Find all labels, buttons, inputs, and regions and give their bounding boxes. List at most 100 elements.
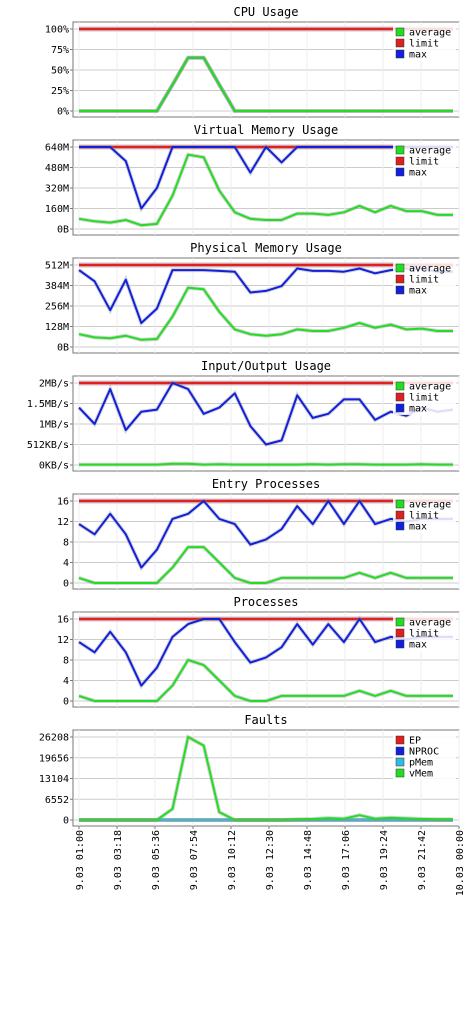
legend-swatch-average <box>395 27 405 37</box>
y-tick-label: 640M <box>45 143 69 154</box>
y-tick-label: 0KB/s <box>39 461 69 472</box>
legend-swatch-average <box>395 617 405 627</box>
legend-swatch-limit <box>395 628 405 638</box>
legend-swatch-limit <box>395 38 405 48</box>
chart-title: Virtual Memory Usage <box>194 123 339 137</box>
y-tick-label: 320M <box>45 184 69 195</box>
series-line-average <box>78 659 453 702</box>
legend-label: max <box>409 522 427 533</box>
x-tick-label: 9.03 21:42 <box>417 830 428 890</box>
y-tick-label: 16 <box>57 615 69 626</box>
legend-label: max <box>409 50 427 61</box>
series-line-max <box>78 618 453 687</box>
legend-label: limit <box>409 511 439 522</box>
legend-swatch-limit <box>395 510 405 520</box>
y-tick-label: 0B <box>57 225 69 236</box>
series-line-vmem <box>79 736 453 821</box>
y-tick-label: 1MB/s <box>39 420 69 431</box>
y-tick-label: 12 <box>57 517 69 528</box>
x-tick-label: 9.03 14:48 <box>303 830 314 890</box>
y-tick-label: 12 <box>57 635 69 646</box>
y-tick-label: 0 <box>63 697 69 708</box>
y-tick-label: 512M <box>45 261 69 272</box>
series-line-average <box>78 286 453 341</box>
y-tick-label: 75% <box>51 45 69 56</box>
legend-swatch-vmem <box>395 768 405 778</box>
x-tick-label: 9.03 03:18 <box>113 830 124 890</box>
y-tick-label: 19656 <box>39 753 69 764</box>
y-tick-label: 0 <box>63 816 69 827</box>
legend-label: average <box>409 28 451 39</box>
x-tick-label: 9.03 10:12 <box>227 830 238 890</box>
x-tick-label: 9.03 12:30 <box>265 830 276 890</box>
y-tick-label: 8 <box>63 538 69 549</box>
series-line-max <box>78 267 453 324</box>
chart-title: Faults <box>244 713 287 727</box>
legend-swatch-max <box>395 403 405 413</box>
legend-swatch-ep <box>395 735 405 745</box>
chart-4: Input/Output Usage 2MB/s 1.5MB/s 1MB/s 512KB… <box>27 359 460 472</box>
series-line-average <box>78 546 453 584</box>
x-tick-label: 9.03 17:06 <box>341 830 352 890</box>
y-tick-label: 0B <box>57 343 69 354</box>
y-tick-label: 128M <box>45 322 69 333</box>
legend-label: average <box>409 146 451 157</box>
y-tick-label: 160M <box>45 204 69 215</box>
chart-title: Physical Memory Usage <box>190 241 342 255</box>
x-tick-label: 9.03 05:36 <box>151 830 162 890</box>
series-line-max <box>78 500 453 569</box>
y-tick-label: 100% <box>45 25 69 36</box>
y-tick-label: 1.5MB/s <box>27 399 69 410</box>
y-tick-label: 13104 <box>39 774 69 785</box>
legend-label: average <box>409 618 451 629</box>
legend-swatch-average <box>395 145 405 155</box>
y-tick-label: 25% <box>51 86 69 97</box>
y-tick-label: 26208 <box>39 733 69 744</box>
chart-title: Processes <box>233 595 298 609</box>
legend-label: EP <box>409 736 421 747</box>
legend-label: pMem <box>409 758 433 769</box>
legend-label: max <box>409 168 427 179</box>
chart-title: CPU Usage <box>233 5 298 19</box>
legend-swatch-max <box>395 521 405 531</box>
y-tick-label: 2MB/s <box>39 379 69 390</box>
legend-label: average <box>409 500 451 511</box>
chart-title: Input/Output Usage <box>201 359 331 373</box>
x-tick-label: 9.03 01:00 <box>75 830 86 890</box>
series-line-max <box>78 382 454 446</box>
y-tick-label: 8 <box>63 656 69 667</box>
chart-3: Physical Memory Usage 512M 384M 256M 128M 0B a… <box>45 241 460 354</box>
series-line-average <box>78 153 453 227</box>
y-tick-label: 384M <box>45 281 69 292</box>
x-tick-label: 10.03 00:00 <box>455 830 466 896</box>
x-axis-labels: 9.03 01:00 9.03 03:18 9.03 05:36 9.03 07:54… <box>75 826 466 896</box>
legend-label: limit <box>409 629 439 640</box>
legend-swatch-pmem <box>395 757 405 767</box>
series-line-average <box>79 56 453 112</box>
y-tick-label: 480M <box>45 163 69 174</box>
legend-swatch-max <box>395 167 405 177</box>
legend-label: max <box>409 286 427 297</box>
legend-swatch-max <box>395 49 405 59</box>
chart-title: Entry Processes <box>212 477 320 491</box>
legend-label: vMem <box>409 769 433 780</box>
y-tick-label: 512KB/s <box>27 440 69 451</box>
y-tick-label: 0 <box>63 579 69 590</box>
legend-swatch-limit <box>395 274 405 284</box>
y-tick-label: 256M <box>45 302 69 313</box>
y-tick-label: 50% <box>51 66 69 77</box>
y-tick-label: 4 <box>63 676 69 687</box>
x-tick-label: 9.03 07:54 <box>189 830 200 890</box>
legend-swatch-nproc <box>395 746 405 756</box>
y-tick-label: 4 <box>63 558 69 569</box>
legend-label: average <box>409 382 451 393</box>
legend-swatch-average <box>395 381 405 391</box>
